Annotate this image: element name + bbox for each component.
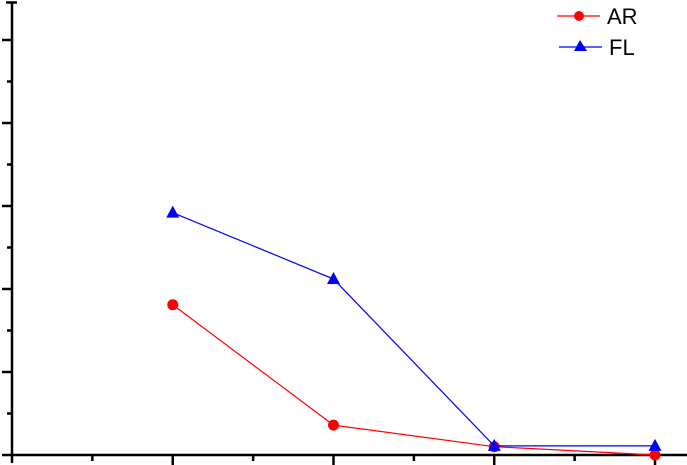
series-group <box>166 205 662 461</box>
legend-label-fl: FL <box>609 35 635 60</box>
triangle-marker-icon <box>574 40 587 51</box>
series-ar <box>167 299 661 461</box>
series-line <box>172 304 656 456</box>
legend-item-ar: AR <box>557 4 638 29</box>
triangle-marker-icon <box>648 438 662 451</box>
legend-item-fl: FL <box>559 35 635 60</box>
legend-label-ar: AR <box>607 4 638 29</box>
circle-marker-icon <box>167 299 179 311</box>
circle-marker-icon <box>328 419 339 431</box>
triangle-marker-icon <box>487 438 501 451</box>
circle-marker-icon <box>649 449 661 461</box>
series-fl <box>166 205 662 451</box>
series-line <box>172 212 655 447</box>
triangle-marker-icon <box>166 205 180 218</box>
triangle-marker-icon <box>327 272 340 285</box>
legend: AR FL <box>557 4 638 60</box>
circle-marker-icon <box>574 11 584 21</box>
